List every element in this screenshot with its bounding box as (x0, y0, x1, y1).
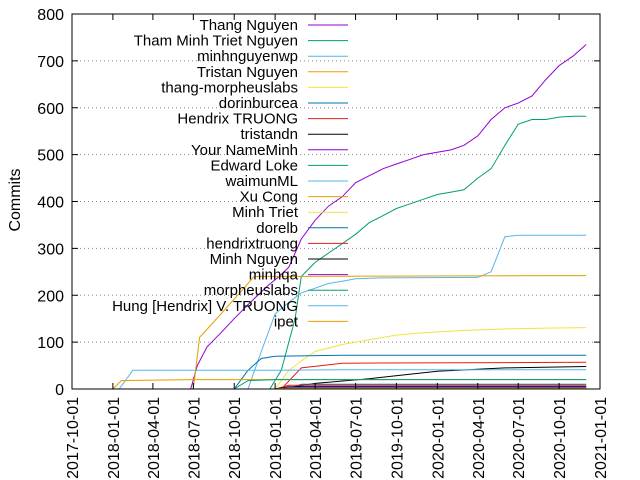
x-tick-label: 2019-04-01 (308, 397, 325, 479)
x-tick-label: 2019-01-01 (268, 397, 285, 479)
x-tick-label: 2020-10-01 (552, 397, 569, 479)
legend-label: Tristan Nguyen (197, 64, 298, 81)
y-tick-label: 700 (37, 54, 64, 71)
legend-label: Thang Nguyen (200, 17, 298, 34)
legend-label: waimunML (224, 173, 298, 190)
legend-label: Minh Triet (232, 204, 299, 221)
series-line (274, 327, 587, 390)
legend-label: Tham Minh Triet Nguyen (134, 33, 298, 50)
series-line (233, 379, 587, 390)
legend-label: Hendrix TRUONG (177, 111, 298, 128)
x-axis-ticks: 2017-10-01 2018-01-01 2018-04-01 2018-07-01… (65, 14, 610, 479)
x-tick-label: 2017-10-01 (65, 397, 82, 479)
series-line (233, 354, 587, 390)
legend-label: Minh Nguyen (210, 251, 298, 268)
y-tick-label: 300 (37, 241, 64, 258)
x-tick-label: 2020-04-01 (471, 397, 488, 479)
x-tick-label: 2018-10-01 (227, 397, 244, 479)
y-tick-label: 500 (37, 148, 64, 165)
legend-label: Xu Cong (240, 189, 298, 206)
legend-label: morpheuslabs (204, 282, 298, 299)
legend-label: Hung [Hendrix] V. TRUONG (112, 298, 298, 315)
series-line (192, 275, 587, 390)
series-line (118, 369, 587, 390)
series-line (247, 234, 587, 390)
legend-label: dorelb (256, 220, 298, 237)
y-tick-label: 400 (37, 195, 64, 212)
legend-label: Edward Loke (210, 157, 298, 174)
legend-label: minhqa (249, 267, 299, 284)
series-lines (112, 44, 587, 390)
x-tick-label: 2021-01-01 (593, 397, 610, 479)
legend-label: ipet (274, 313, 299, 330)
x-tick-label: 2020-07-01 (511, 397, 528, 479)
y-tick-label: 800 (37, 7, 64, 24)
legend-label: thang-morpheuslabs (161, 79, 298, 96)
y-tick-label: 100 (37, 335, 64, 352)
series-line (269, 115, 587, 390)
legend-label: tristandn (240, 126, 298, 143)
x-tick-label: 2020-01-01 (430, 397, 447, 479)
legend-label: minhnguyenwp (197, 48, 298, 65)
x-tick-label: 2018-01-01 (106, 397, 123, 479)
series-line (190, 44, 587, 390)
x-tick-label: 2019-07-01 (349, 397, 366, 479)
legend-label: hendrixtruong (206, 235, 298, 252)
x-tick-label: 2018-07-01 (186, 397, 203, 479)
y-axis-ticks: 0 100 200 300 400 500 600 700 800 (37, 7, 600, 399)
legend-label: dorinburcea (219, 95, 299, 112)
x-tick-label: 2018-04-01 (146, 397, 163, 479)
y-axis-label: Commits (7, 168, 24, 231)
y-tick-label: 0 (55, 382, 64, 399)
y-tick-label: 200 (37, 288, 64, 305)
series-line (280, 361, 587, 390)
legend-label: Your NameMinh (191, 142, 298, 159)
y-tick-label: 600 (37, 101, 64, 118)
x-tick-label: 2019-10-01 (389, 397, 406, 479)
